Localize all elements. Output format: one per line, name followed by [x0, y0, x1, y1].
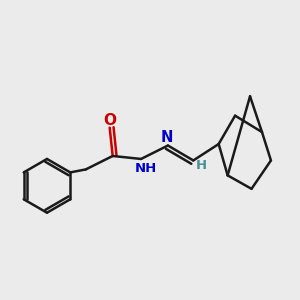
Text: O: O [103, 112, 116, 128]
Text: H: H [196, 159, 207, 172]
Text: N: N [161, 130, 173, 145]
Text: NH: NH [134, 162, 157, 175]
